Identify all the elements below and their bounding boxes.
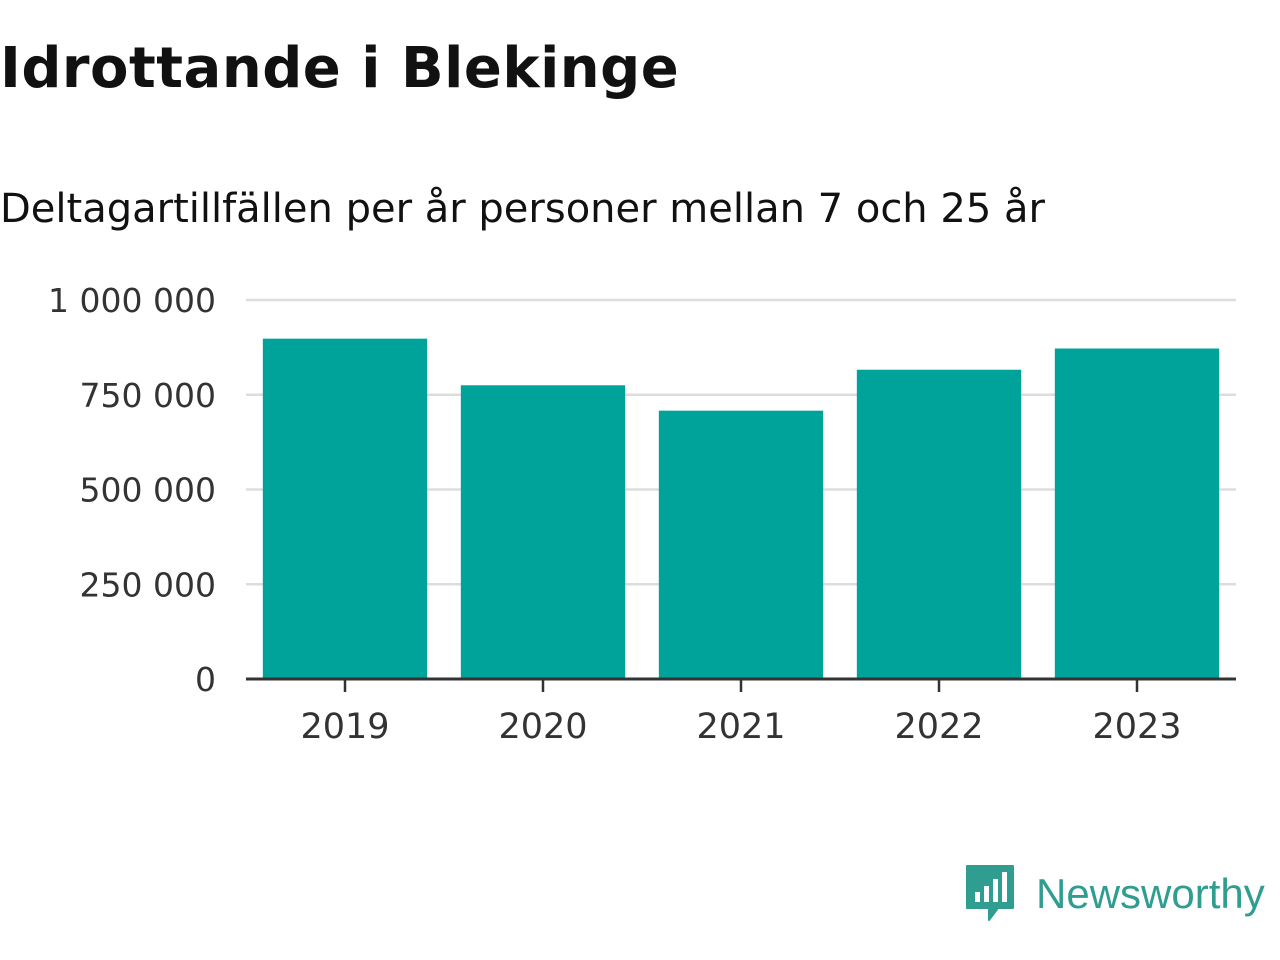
bar — [658, 410, 824, 679]
brand-name: Newsworthy — [1036, 870, 1265, 917]
y-tick-label: 250 000 — [80, 565, 216, 604]
bar — [1054, 348, 1220, 679]
y-tick-label: 1 000 000 — [48, 281, 216, 320]
x-tick-label: 2021 — [696, 707, 785, 747]
x-tick-label: 2019 — [300, 707, 389, 747]
y-tick-label: 500 000 — [80, 471, 216, 510]
y-tick-label: 0 — [195, 660, 216, 699]
x-tick-label: 2020 — [498, 707, 587, 747]
bar — [856, 369, 1022, 679]
brand-logo: Newsworthy — [964, 862, 1265, 926]
bar-chart: 0 250 000 500 000 750 000 1 000 000 2019 2020 2… — [48, 281, 1236, 747]
x-tick-label: 2022 — [894, 707, 983, 747]
x-tick-label: 2023 — [1092, 707, 1181, 747]
chart-title: Idrottande i Blekinge — [0, 36, 680, 101]
bar — [460, 385, 626, 679]
newsworthy-logo-icon — [966, 865, 1014, 921]
chart-subtitle: Deltagartillfällen per år personer mella… — [0, 186, 1045, 232]
bar — [262, 338, 428, 679]
y-tick-label: 750 000 — [80, 376, 216, 415]
